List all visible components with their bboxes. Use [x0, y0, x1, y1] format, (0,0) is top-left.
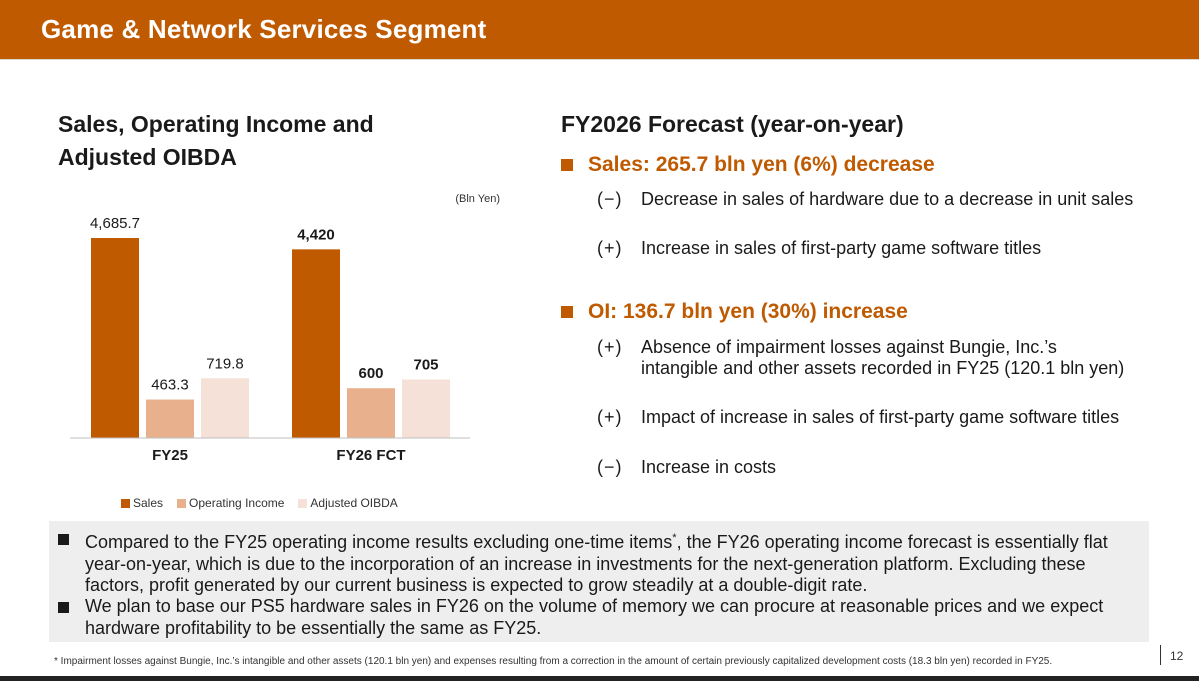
square-bullet-icon: [58, 534, 69, 545]
header-bar: Game & Network Services Segment: [0, 0, 1199, 59]
square-bullet-icon: [58, 602, 69, 613]
chart-unit-label: (Bln Yen): [455, 193, 500, 205]
forecast-oi-item: (+) Impact of increase in sales of first…: [597, 407, 1137, 428]
bar-operating-income-fy26-fct: [347, 388, 395, 438]
legend-item-operating-income: Operating Income: [177, 496, 284, 510]
forecast-sign: (+): [597, 238, 623, 258]
data-label: 4,685.7: [90, 215, 140, 232]
chart-legend: Sales Operating Income Adjusted OIBDA: [121, 496, 398, 510]
legend-item-adjusted-oibda: Adjusted OIBDA: [298, 496, 398, 510]
square-bullet-icon: [561, 306, 573, 318]
legend-swatch-adjusted-oibda: [298, 498, 308, 508]
square-bullet-icon: [561, 159, 573, 171]
bar-sales-fy25: [91, 238, 139, 438]
forecast-sign: (−): [597, 189, 623, 209]
forecast-sales-heading: Sales: 265.7 bln yen (6%) decrease: [561, 153, 935, 177]
bar-adjusted-oibda-fy26-fct: [402, 379, 450, 438]
x-tick-label: FY26 FCT: [336, 447, 405, 464]
chart-title: Sales, Operating Income and Adjusted OIB…: [58, 108, 478, 174]
legend-swatch-sales: [121, 498, 130, 508]
page-number: 12: [1170, 649, 1184, 663]
note-item: We plan to base our PS5 hardware sales i…: [58, 596, 1143, 639]
forecast-sign: (+): [597, 337, 623, 357]
legend-swatch-operating-income: [177, 498, 187, 508]
note-text: We plan to base our PS5 hardware sales i…: [85, 596, 1104, 638]
chart-title-line2: Adjusted OIBDA: [58, 144, 237, 170]
forecast-oi-heading: OI: 136.7 bln yen (30%) increase: [561, 300, 908, 324]
note-text-rest: , the FY26 operating income forecast is …: [85, 532, 1108, 595]
data-label: 719.8: [206, 355, 244, 372]
bar-chart: 4,685.7 4,420 463.3 600 719.8 705 FY25 FY26 FCT: [70, 215, 470, 464]
notes-box: [49, 521, 1149, 642]
bar-adjusted-oibda-fy25: [201, 378, 249, 438]
forecast-sales-item: (+) Increase in sales of first-party gam…: [597, 238, 1137, 259]
forecast-item-text: Increase in sales of first-party game so…: [641, 238, 1042, 258]
bottom-edge-bar: [0, 676, 1199, 681]
page-number-divider: [1160, 645, 1161, 665]
note-text-main: Compared to the FY25 operating income re…: [85, 532, 673, 552]
forecast-oi-item: (−) Increase in costs: [597, 457, 1137, 478]
forecast-sign: (+): [597, 407, 623, 427]
note-text: Compared to the FY25 operating income re…: [85, 528, 1143, 597]
forecast-oi-item: (+) Absence of impairment losses against…: [597, 337, 1137, 379]
forecast-sales-heading-text: Sales: 265.7 bln yen (6%) decrease: [588, 153, 935, 176]
data-label: 463.3: [151, 377, 189, 394]
header-divider: [0, 59, 1199, 60]
data-label: 600: [358, 365, 383, 382]
x-tick-label: FY25: [152, 447, 188, 464]
legend-label-adjusted-oibda: Adjusted OIBDA: [310, 496, 398, 510]
forecast-oi-heading-text: OI: 136.7 bln yen (30%) increase: [588, 300, 908, 323]
legend-label-operating-income: Operating Income: [189, 496, 285, 510]
forecast-sales-item: (−) Decrease in sales of hardware due to…: [597, 189, 1137, 210]
forecast-item-text: Decrease in sales of hardware due to a d…: [641, 189, 1134, 209]
note-item: Compared to the FY25 operating income re…: [58, 528, 1143, 597]
forecast-item-text: Absence of impairment losses against Bun…: [641, 337, 1125, 378]
chart-title-line1: Sales, Operating Income and: [58, 111, 374, 137]
forecast-sign: (−): [597, 457, 623, 477]
forecast-item-text: Increase in costs: [641, 457, 777, 477]
data-label: 705: [413, 356, 438, 373]
page-title: Game & Network Services Segment: [41, 14, 487, 44]
legend-label-sales: Sales: [133, 496, 164, 510]
footnote-marker: *: [672, 532, 677, 544]
footnote: * Impairment losses against Bungie, Inc.…: [54, 656, 1053, 667]
bar-operating-income-fy25: [146, 399, 194, 438]
legend-item-sales: Sales: [121, 496, 163, 510]
data-label: 4,420: [297, 226, 335, 243]
bar-sales-fy26-fct: [292, 249, 340, 438]
forecast-item-text: Impact of increase in sales of first-par…: [641, 407, 1120, 427]
forecast-title: FY2026 Forecast (year-on-year): [561, 111, 904, 137]
